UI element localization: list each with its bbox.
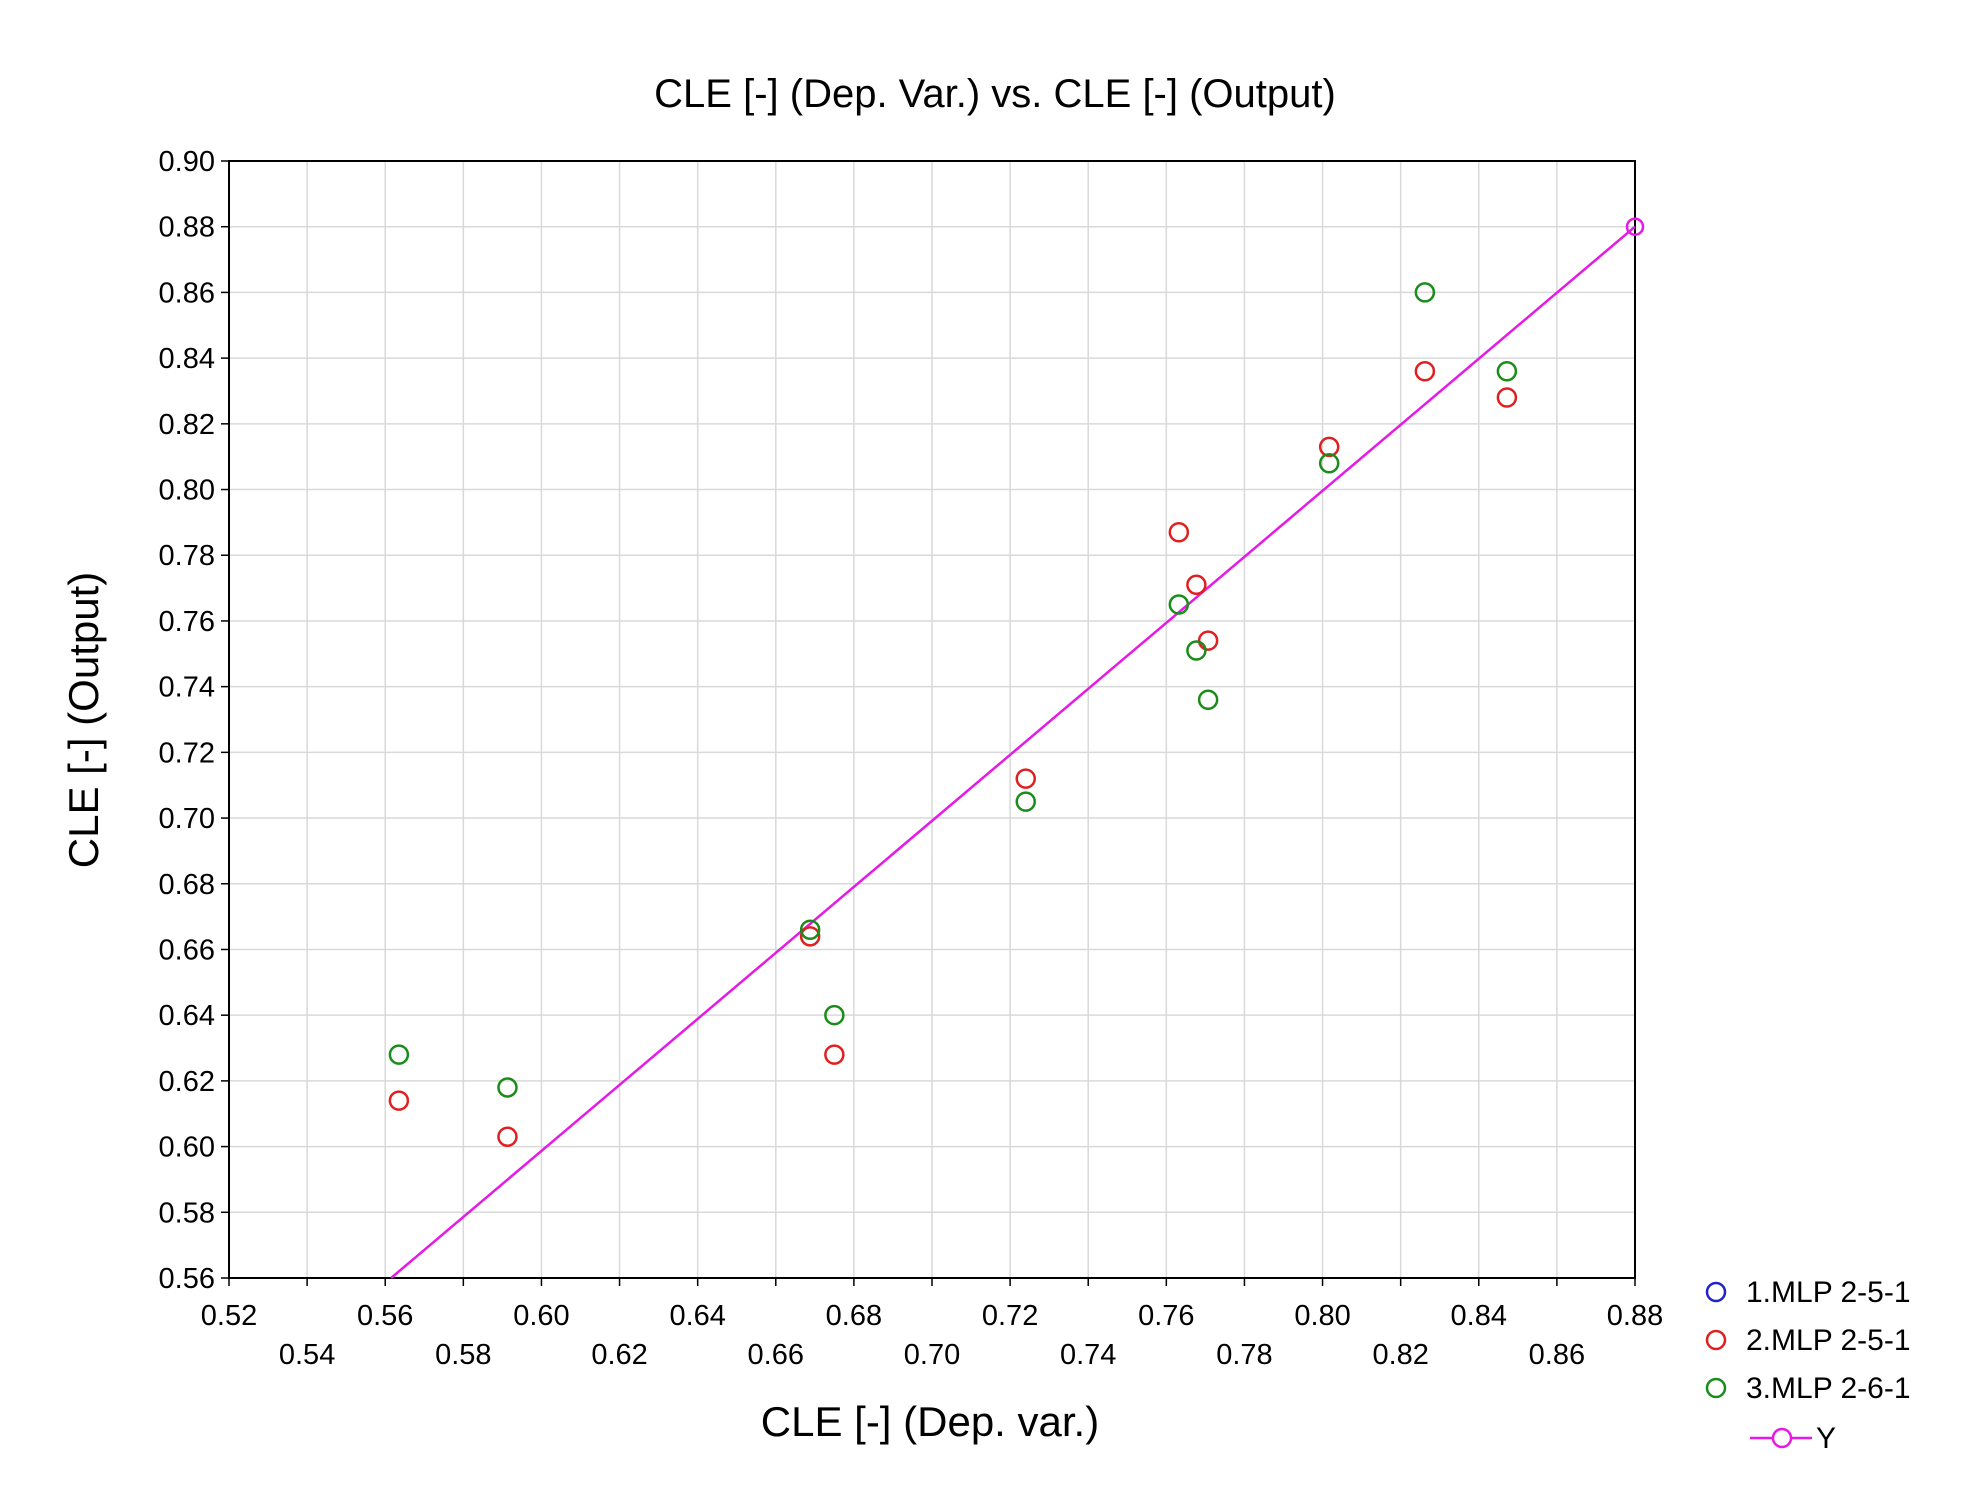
- data-point-series-3: [1496, 361, 1518, 382]
- x-tick-label: 0.80: [1294, 1300, 1350, 1332]
- data-point-series-2: [1197, 630, 1219, 651]
- x-tick-label: 0.64: [669, 1300, 725, 1332]
- x-tick-label: 0.86: [1529, 1339, 1585, 1371]
- legend-marker-series-1: [1705, 1281, 1727, 1303]
- data-point-series-3: [1318, 452, 1340, 474]
- x-tick-label: 0.60: [513, 1300, 569, 1332]
- x-axis-tick-labels: 0.52 0.56 0.60 0.64 0.68 0.72 0.76 0.80 0.84 0.88…: [201, 1300, 1663, 1371]
- data-point-series-3: [799, 919, 821, 941]
- data-point-series-2: [1496, 387, 1518, 408]
- legend-label-series-1: 1.MLP 2-5-1: [1746, 1276, 1911, 1309]
- legend-marker-series-2: [1705, 1329, 1727, 1351]
- data-point-series-2: [824, 1044, 845, 1065]
- x-tick-label: 0.76: [1138, 1300, 1194, 1332]
- y-tick-label: 0.78: [159, 540, 215, 572]
- y-axis-tick-labels: 0.56 0.58 0.60 0.62 0.64 0.66 0.68 0.70 0.72 0.74…: [159, 146, 215, 1295]
- y-tick-label: 0.90: [159, 146, 215, 178]
- data-point-series-3: [1186, 640, 1207, 661]
- y-tick-label: 0.66: [159, 934, 215, 966]
- reference-line-endpoint-marker: [1625, 217, 1645, 236]
- data-point-series-2: [1186, 574, 1207, 596]
- y-tick-label: 0.60: [159, 1132, 215, 1164]
- x-tick-label: 0.74: [1060, 1339, 1116, 1371]
- x-tick-label: 0.58: [435, 1339, 491, 1371]
- x-axis-label: CLE [-] (Dep. var.): [761, 1398, 1099, 1445]
- legend-marker-series-3: [1705, 1377, 1727, 1399]
- x-tick-label: 0.70: [904, 1339, 960, 1371]
- y-tick-label: 0.88: [159, 212, 215, 244]
- data-point-series-2: [497, 1126, 518, 1147]
- data-points: [388, 282, 1518, 1147]
- reference-line-y: [390, 225, 1636, 1279]
- y-tick-label: 0.62: [159, 1066, 215, 1098]
- data-point-series-3: [1015, 791, 1036, 812]
- y-tick-label: 0.68: [159, 869, 215, 901]
- data-point-series-2: [1318, 436, 1340, 458]
- data-point-series-2: [1414, 361, 1436, 382]
- data-point-series-3: [497, 1077, 518, 1098]
- data-point-series-3: [1414, 282, 1436, 303]
- y-tick-label: 0.56: [159, 1263, 215, 1295]
- legend-label-series-2: 2.MLP 2-5-1: [1746, 1324, 1911, 1357]
- data-point-series-3: [388, 1044, 410, 1065]
- grid: [228, 160, 1636, 1279]
- y-tick-label: 0.82: [159, 409, 215, 441]
- x-tick-label: 0.68: [826, 1300, 882, 1332]
- chart-title: CLE [-] (Dep. Var.) vs. CLE [-] (Output): [654, 72, 1336, 116]
- data-point-series-2: [1015, 768, 1036, 789]
- y-tick-label: 0.76: [159, 606, 215, 638]
- y-tick-label: 0.74: [159, 672, 215, 704]
- y-tick-label: 0.70: [159, 803, 215, 835]
- y-tick-label: 0.58: [159, 1197, 215, 1229]
- x-tick-label: 0.82: [1372, 1339, 1428, 1371]
- axis-ticks: [221, 160, 1636, 1286]
- x-tick-label: 0.66: [748, 1339, 804, 1371]
- legend-marker-y: [1771, 1427, 1793, 1449]
- x-tick-label: 0.54: [279, 1339, 335, 1371]
- data-point-series-2: [1168, 521, 1190, 543]
- legend-label-y: Y: [1816, 1422, 1836, 1455]
- data-point-series-3: [1168, 594, 1190, 615]
- x-tick-label: 0.72: [982, 1300, 1038, 1332]
- data-point-series-2: [388, 1090, 410, 1111]
- y-tick-label: 0.84: [159, 343, 215, 375]
- legend: 1.MLP 2-5-1 2.MLP 2-5-1 3.MLP 2-6-1 Y: [1705, 1276, 1911, 1455]
- data-point-series-3: [824, 1004, 845, 1026]
- y-axis-label: CLE [-] (Output): [60, 572, 107, 868]
- y-tick-label: 0.64: [159, 1000, 215, 1032]
- x-tick-label: 0.78: [1216, 1339, 1272, 1371]
- x-tick-label: 0.52: [201, 1300, 257, 1332]
- y-tick-label: 0.80: [159, 475, 215, 507]
- x-tick-label: 0.62: [591, 1339, 647, 1371]
- data-point-series-3: [1197, 689, 1219, 711]
- x-tick-label: 0.84: [1451, 1300, 1507, 1332]
- data-point-series-2: [799, 926, 821, 947]
- y-tick-label: 0.86: [159, 277, 215, 309]
- y-tick-label: 0.72: [159, 737, 215, 769]
- x-tick-label: 0.56: [357, 1300, 413, 1332]
- legend-label-series-3: 3.MLP 2-6-1: [1746, 1372, 1911, 1405]
- x-tick-label: 0.88: [1607, 1300, 1663, 1332]
